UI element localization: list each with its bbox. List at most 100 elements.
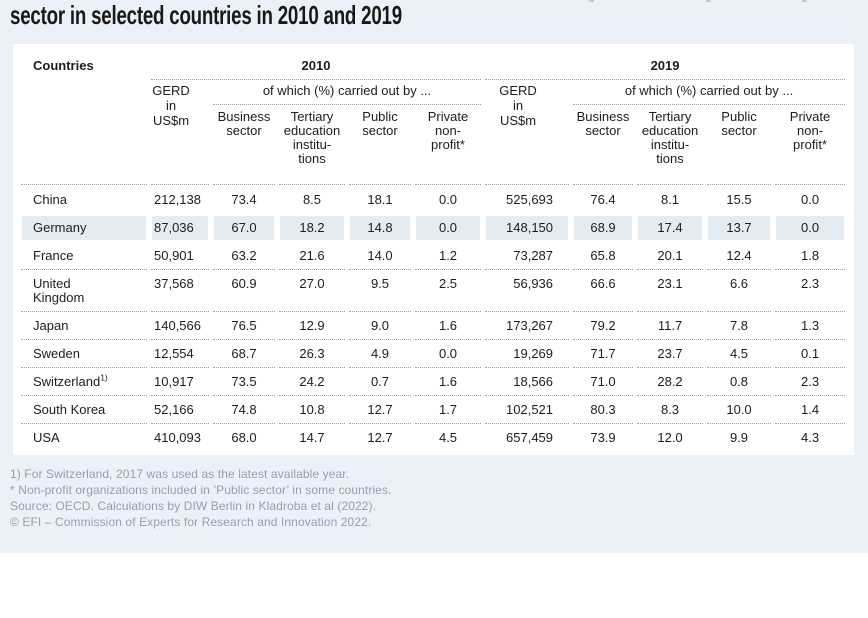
pct-2019-value: 23.7 bbox=[657, 346, 683, 361]
public-sector-header-2010: Public sector bbox=[362, 109, 398, 138]
pct-2019-value: 0.1 bbox=[800, 346, 820, 361]
ofwhich-header-2019: of which (%) carried out by ... bbox=[624, 83, 794, 98]
country-name: France bbox=[33, 248, 74, 263]
pct-2010-value: 60.9 bbox=[231, 276, 257, 291]
pct-2019-value: 8.3 bbox=[660, 402, 680, 417]
gerd-2010-value: 212,138 bbox=[154, 192, 201, 207]
pct-2010-value: 0.0 bbox=[438, 192, 458, 207]
gerd-2019-value: 73,287 bbox=[513, 248, 554, 263]
pct-2019-value: 1.3 bbox=[800, 318, 820, 333]
pct-2019-value: 15.5 bbox=[726, 192, 752, 207]
pct-2019-value: 2.3 bbox=[800, 374, 820, 389]
dotted-divider bbox=[149, 182, 211, 186]
business-sector-header-2010: Business sector bbox=[217, 109, 271, 138]
gerd-2019-value: 525,693 bbox=[506, 192, 554, 207]
pct-2010-value: 4.9 bbox=[370, 346, 390, 361]
pct-2019-value: 23.1 bbox=[657, 276, 683, 291]
footnote-copyright: © EFI – Commission of Experts for Resear… bbox=[10, 515, 372, 529]
pct-2019-value: 9.9 bbox=[729, 430, 749, 445]
pct-2019-value: 65.8 bbox=[590, 248, 616, 263]
footnote-switzerland: 1) For Switzerland, 2017 was used as the… bbox=[10, 467, 350, 481]
dotted-divider bbox=[773, 182, 847, 186]
gerd-2019-value: 148,150 bbox=[486, 216, 569, 240]
table-row: Germany 87,036 67.0 18.2 14.8 0.0 148,150 68.9 1… bbox=[19, 214, 847, 242]
figure-title: sector in selected countries in 2010 and… bbox=[10, 0, 402, 30]
private-nonprofit-header-2010: Private non- profit* bbox=[427, 109, 469, 152]
ofwhich-underline-row bbox=[19, 103, 847, 106]
dotted-divider bbox=[705, 182, 773, 186]
pct-2019-value: 76.4 bbox=[590, 192, 616, 207]
pct-2019-value: 80.3 bbox=[590, 402, 616, 417]
table-row: United Kingdom 37,568 60.9 27.0 9.5 2.5 56,936… bbox=[19, 270, 847, 312]
private-nonprofit-header-2019: Private non- profit* bbox=[789, 109, 831, 152]
country-name: Switzerland1) bbox=[33, 372, 108, 389]
gerd-2010-value: 37,568 bbox=[154, 276, 194, 291]
pct-2019-value: 0.8 bbox=[729, 374, 749, 389]
pct-2019-value: 1.4 bbox=[800, 402, 820, 417]
table-row: China 212,138 73.4 8.5 18.1 0.0 525,693 76.4 8.1… bbox=[19, 186, 847, 214]
tertiary-education-header-2019: Tertiary education institu- tions bbox=[641, 109, 699, 166]
pct-2019-value: 13.7 bbox=[708, 216, 771, 240]
pct-2010-value: 76.5 bbox=[231, 318, 257, 333]
pct-2019-value: 8.1 bbox=[660, 192, 680, 207]
gerd-2010-value: 87,036 bbox=[152, 216, 208, 240]
footnote-nonprofit: * Non-profit organizations included in ’… bbox=[10, 483, 392, 497]
dotted-divider bbox=[211, 103, 483, 106]
table-card: Countries 2010 2019 GERD in US$m of whic… bbox=[13, 44, 854, 455]
country-name: China bbox=[33, 192, 67, 207]
pct-2010-value: 12.9 bbox=[299, 318, 325, 333]
pct-2010-value: 9.5 bbox=[370, 276, 390, 291]
pct-2019-value: 10.0 bbox=[726, 402, 752, 417]
pct-2010-value: 0.0 bbox=[438, 346, 458, 361]
dotted-divider bbox=[571, 182, 635, 186]
pct-2010-value: 26.3 bbox=[299, 346, 325, 361]
table-row: South Korea 52,166 74.8 10.8 12.7 1.7 102,521 8… bbox=[19, 396, 847, 424]
table-row: Sweden 12,554 68.7 26.3 4.9 0.0 19,269 71.7 23.7… bbox=[19, 340, 847, 368]
pct-2010-value: 27.0 bbox=[299, 276, 325, 291]
country-name: USA bbox=[33, 430, 60, 445]
gerd-2019-value: 173,267 bbox=[506, 318, 554, 333]
gerd-2019-value: 56,936 bbox=[513, 276, 554, 291]
dotted-divider bbox=[635, 182, 705, 186]
dotted-divider bbox=[483, 78, 847, 81]
gerd-table: Countries 2010 2019 GERD in US$m of whic… bbox=[19, 54, 847, 452]
tertiary-education-header-2010: Tertiary education institu- tions bbox=[283, 109, 341, 166]
table-row: USA 410,093 68.0 14.7 12.7 4.5 657,459 73.9 12.0… bbox=[19, 424, 847, 452]
gerd-2010-value: 410,093 bbox=[154, 430, 201, 445]
dotted-divider bbox=[277, 182, 347, 186]
pct-2019-value: 79.2 bbox=[590, 318, 616, 333]
pct-2010-value: 63.2 bbox=[231, 248, 257, 263]
business-sector-header-2019: Business sector bbox=[576, 109, 630, 138]
pct-2010-value: 14.0 bbox=[367, 248, 393, 263]
country-name: South Korea bbox=[33, 402, 106, 417]
gerd-column-header-2019: GERD in US$m bbox=[499, 83, 537, 128]
pct-2010-value: 74.8 bbox=[231, 402, 257, 417]
year-header-2010: 2010 bbox=[301, 58, 331, 73]
country-name: Japan bbox=[33, 318, 69, 333]
table-body: China 212,138 73.4 8.5 18.1 0.0 525,693 76.4 8.1… bbox=[19, 186, 847, 452]
pct-2010-value: 9.0 bbox=[370, 318, 390, 333]
pct-2010-value: 1.6 bbox=[438, 374, 458, 389]
pct-2010-value: 12.7 bbox=[367, 402, 393, 417]
dotted-divider bbox=[483, 182, 571, 186]
pct-2010-value: 1.7 bbox=[438, 402, 458, 417]
dotted-divider bbox=[571, 103, 847, 106]
pct-2019-value: 68.9 bbox=[574, 216, 633, 240]
pct-2010-value: 4.5 bbox=[438, 430, 458, 445]
pct-2019-value: 12.0 bbox=[657, 430, 683, 445]
pct-2010-value: 68.0 bbox=[231, 430, 257, 445]
gerd-2010-value: 50,901 bbox=[154, 248, 194, 263]
pct-2019-value: 11.7 bbox=[657, 318, 683, 333]
footnote-source: Source: OECD. Calculations by DIW Berlin… bbox=[10, 499, 377, 513]
pct-2010-value: 0.0 bbox=[416, 216, 481, 240]
header-row-years: Countries 2010 2019 bbox=[19, 54, 847, 78]
pct-2010-value: 1.2 bbox=[438, 248, 458, 263]
dotted-divider bbox=[149, 78, 483, 81]
countries-column-header: Countries bbox=[33, 58, 94, 73]
pct-2010-value: 12.7 bbox=[367, 430, 393, 445]
pct-2010-value: 73.5 bbox=[231, 374, 257, 389]
clipped-text-fragment bbox=[706, 0, 711, 2]
pct-2019-value: 0.0 bbox=[776, 216, 845, 240]
gerd-2010-value: 12,554 bbox=[154, 346, 194, 361]
gerd-2010-value: 140,566 bbox=[154, 318, 201, 333]
